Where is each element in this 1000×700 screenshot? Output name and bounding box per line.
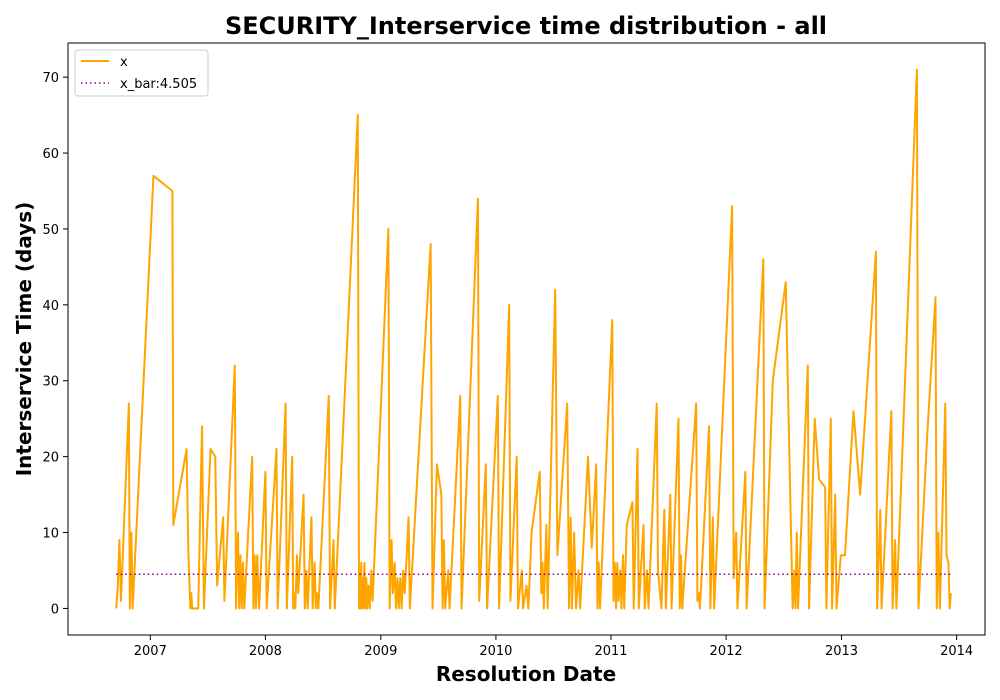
x-tick-label: 2013: [825, 644, 858, 659]
x-axis-label: Resolution Date: [436, 662, 616, 686]
x-tick-label: 2010: [479, 644, 512, 659]
x-tick-label: 2014: [940, 644, 973, 659]
series-line-x: [115, 68, 952, 610]
legend: x x_bar:4.505: [74, 49, 209, 97]
y-tick-label: 0: [51, 602, 59, 617]
y-tick-label: 60: [42, 147, 59, 162]
x-tick-label: 2007: [134, 644, 167, 659]
y-tick-label: 70: [42, 71, 59, 86]
plot-area: [115, 68, 952, 610]
y-tick-label: 40: [42, 299, 59, 314]
x-tick-label: 2008: [249, 644, 282, 659]
y-axis: 0 10 20 30 40 50 60 70: [42, 71, 68, 617]
x-axis: 2007 2008 2009 2010 2011 2012 2013 2014: [134, 635, 973, 659]
x-tick-label: 2011: [594, 644, 627, 659]
legend-label-x: x: [120, 55, 128, 70]
y-tick-label: 20: [42, 451, 59, 466]
y-tick-label: 30: [42, 375, 59, 390]
x-tick-label: 2012: [710, 644, 743, 659]
legend-label-x-bar: x_bar:4.505: [120, 77, 197, 92]
y-tick-label: 10: [42, 527, 59, 542]
plot-frame: [67, 42, 986, 636]
chart-title: SECURITY_Interservice time distribution …: [225, 12, 827, 40]
y-tick-label: 50: [42, 223, 59, 238]
y-axis-label: Interservice Time (days): [12, 202, 36, 477]
x-tick-label: 2009: [364, 644, 397, 659]
